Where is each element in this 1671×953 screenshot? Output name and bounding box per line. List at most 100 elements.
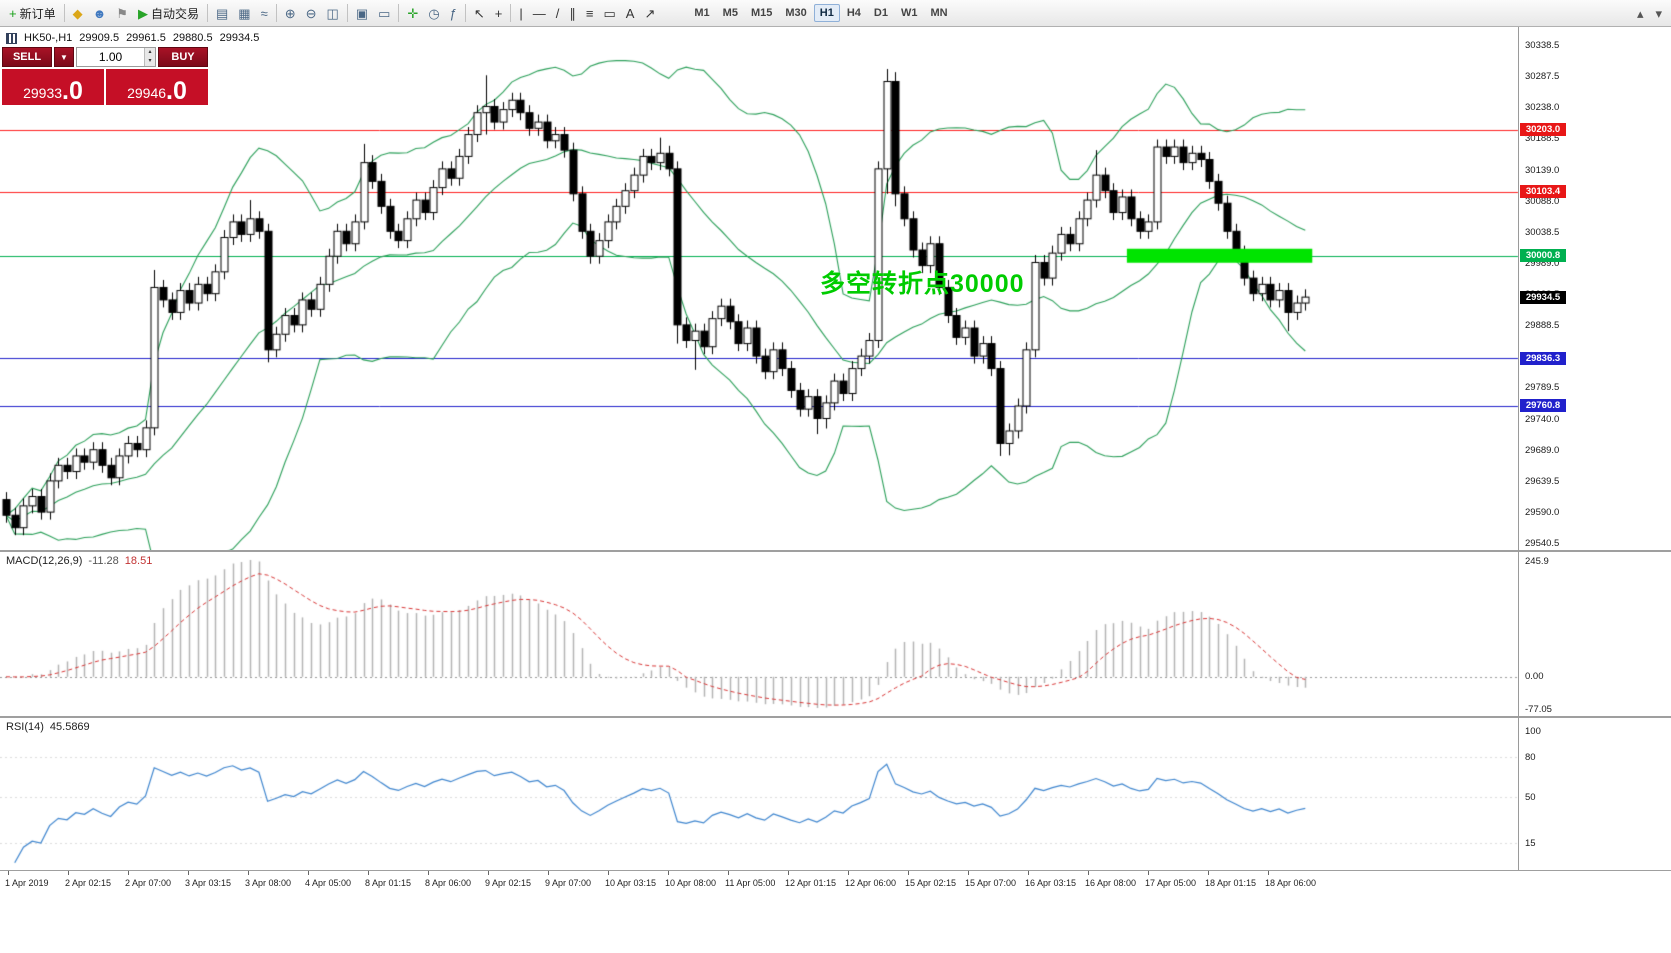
line-chart-button[interactable]: ≈ xyxy=(256,1,273,25)
rsi-value: 45.5869 xyxy=(49,721,90,733)
price-axis-label: 30287.5 xyxy=(1525,71,1560,83)
time-axis-tick xyxy=(188,871,189,875)
macd-rsi-divider[interactable] xyxy=(0,716,1671,718)
toolbar-separator xyxy=(206,4,208,22)
rsi-name: RSI(14) xyxy=(6,721,44,733)
macd-axis-label: 245.9 xyxy=(1525,556,1549,567)
trendline-icon: / xyxy=(555,5,560,21)
toolbar-right: ▴ ▾ xyxy=(1632,1,1667,25)
depth-of-market-icon: ◆ xyxy=(72,5,83,21)
tile-windows-button[interactable]: ◫ xyxy=(322,1,344,25)
sell-price-frac: .0 xyxy=(62,76,83,105)
time-axis-label: 18 Apr 01:15 xyxy=(1205,878,1257,888)
chart-timeaxis-divider xyxy=(0,870,1671,871)
volume-stepper: ▴ ▾ xyxy=(144,48,155,66)
time-axis-tick xyxy=(128,871,129,875)
timeframe-m5-button[interactable]: M5 xyxy=(722,7,738,19)
symbol-period-label: HK50-,H1 xyxy=(24,32,73,44)
candlestick-chart-button[interactable]: ▦ xyxy=(233,1,255,25)
price-axis-label: 30238.0 xyxy=(1525,102,1560,114)
time-axis-tick xyxy=(428,871,429,875)
bar-chart-button[interactable]: ▤ xyxy=(211,1,233,25)
rsi-axis-label: 100 xyxy=(1525,726,1541,737)
crosshair-button[interactable]: + xyxy=(490,1,508,25)
cursor-icon: ↖ xyxy=(473,5,485,21)
buy-button[interactable]: BUY xyxy=(158,47,208,67)
time-axis-label: 9 Apr 02:15 xyxy=(485,878,532,888)
timeframe-toolbar: M1 M5 M15 M30 H1 H4 D1 W1 MN xyxy=(688,4,953,22)
indicator-list-button[interactable]: ƒ xyxy=(445,1,462,25)
time-axis-label: 17 Apr 05:00 xyxy=(1145,878,1197,888)
rsi-pane-canvas[interactable] xyxy=(0,718,1520,870)
alerts-button[interactable]: ⚑ xyxy=(111,1,133,25)
timeframe-w1-button[interactable]: W1 xyxy=(900,7,918,19)
text-icon: A xyxy=(625,5,635,21)
cascade-windows-button[interactable]: ▭ xyxy=(373,1,395,25)
zoom-out-button[interactable]: ⊖ xyxy=(301,1,322,25)
channel-button[interactable]: ∥ xyxy=(564,1,581,25)
shapes-button[interactable]: ▭ xyxy=(599,1,621,25)
timeframe-m1-button[interactable]: M1 xyxy=(694,7,710,19)
zoom-in-button[interactable]: ⊕ xyxy=(280,1,301,25)
buy-price-display[interactable]: 29946 .0 xyxy=(106,69,208,105)
high-value: 29961.5 xyxy=(126,32,166,44)
text-button[interactable]: A xyxy=(621,1,640,25)
sell-price-display[interactable]: 29933 .0 xyxy=(2,69,104,105)
macd-pane-canvas[interactable] xyxy=(0,552,1520,716)
tile-windows-icon: ◫ xyxy=(326,5,339,21)
new-chart-button[interactable]: ✛ xyxy=(402,1,423,25)
price-axis-label: 29989.0 xyxy=(1525,257,1560,269)
timeframe-h1-button[interactable]: H1 xyxy=(813,4,840,22)
main-macd-divider[interactable] xyxy=(0,550,1671,552)
volume-input[interactable] xyxy=(77,48,155,66)
alerts-icon: ⚑ xyxy=(116,5,128,21)
toolbar-menu-button[interactable]: ▾ xyxy=(1650,1,1667,25)
price-axis[interactable]: 30338.5 30287.5 30238.0 30188.5 30139.0 30088… xyxy=(1519,27,1669,870)
volume-increase-button[interactable]: ▴ xyxy=(144,48,155,57)
time-axis-label: 11 Apr 05:00 xyxy=(725,878,776,888)
price-axis-label: 29590.0 xyxy=(1525,506,1560,518)
time-axis-tick xyxy=(488,871,489,875)
new-order-button[interactable]: + 新订单 xyxy=(4,1,61,25)
fibonacci-button[interactable]: ≡ xyxy=(581,1,599,25)
vertical-line-button[interactable]: | xyxy=(514,1,527,25)
volume-dropdown-button[interactable]: ▼ xyxy=(54,47,74,67)
toolbar-collapse-button[interactable]: ▴ xyxy=(1632,1,1649,25)
period-button[interactable]: ◷ xyxy=(423,1,444,25)
horizontal-line-button[interactable]: — xyxy=(528,1,551,25)
toolbar-collapse-icon: ▴ xyxy=(1636,5,1644,21)
arrange-windows-button[interactable]: ▣ xyxy=(351,1,373,25)
cascade-windows-icon: ▭ xyxy=(378,5,391,21)
toolbar-menu-icon: ▾ xyxy=(1655,5,1662,21)
depth-of-market-button[interactable]: ◆ xyxy=(68,1,88,25)
timeframe-m30-button[interactable]: M30 xyxy=(785,7,807,19)
time-axis-label: 16 Apr 03:15 xyxy=(1025,878,1077,888)
price-axis-label: 29740.0 xyxy=(1525,413,1560,425)
auto-trading-button[interactable]: ▶ 自动交易 xyxy=(133,1,204,25)
time-axis-tick xyxy=(248,871,249,875)
sell-button[interactable]: SELL xyxy=(2,47,52,67)
zoom-out-icon: ⊖ xyxy=(305,5,317,21)
arrow-tools-button[interactable]: ↗ xyxy=(639,1,660,25)
community-button[interactable]: ☻ xyxy=(88,1,112,25)
price-axis-label: 29689.0 xyxy=(1525,444,1560,456)
timeframe-mn-button[interactable]: MN xyxy=(930,7,948,19)
timeframe-m15-button[interactable]: M15 xyxy=(750,7,773,19)
resistance-line-30103-price-tag: 30103.4 xyxy=(1520,185,1566,199)
fibonacci-icon: ≡ xyxy=(585,5,594,21)
community-icon: ☻ xyxy=(92,5,107,21)
time-axis-tick xyxy=(668,871,669,875)
price-axis-label: 30088.0 xyxy=(1525,195,1560,207)
price-axis-label: 30139.0 xyxy=(1525,164,1560,176)
time-axis-tick xyxy=(8,871,9,875)
toolbar-groups: + 新订单 ◆ ☻ ⚑ ▶ 自动交易 ▤ ▦ ≈ ⊕ ⊖ ◫ ▣ ▭ ✛ ◷ ƒ ↖ + | — / ∥ ≡ ▭ A ↗ xyxy=(4,1,660,25)
trendline-button[interactable]: / xyxy=(551,1,565,25)
time-axis-tick xyxy=(908,871,909,875)
time-axis[interactable]: 1 Apr 2019 2 Apr 02:15 2 Apr 07:00 3 Apr 03… xyxy=(0,871,1520,897)
rsi-indicator-label: RSI(14) 45.5869 xyxy=(6,721,90,733)
timeframe-d1-button[interactable]: D1 xyxy=(873,7,888,19)
cursor-button[interactable]: ↖ xyxy=(469,1,490,25)
volume-decrease-button[interactable]: ▾ xyxy=(144,57,155,66)
timeframe-h4-button[interactable]: H4 xyxy=(846,7,861,19)
main-price-chart-canvas[interactable] xyxy=(0,27,1520,551)
